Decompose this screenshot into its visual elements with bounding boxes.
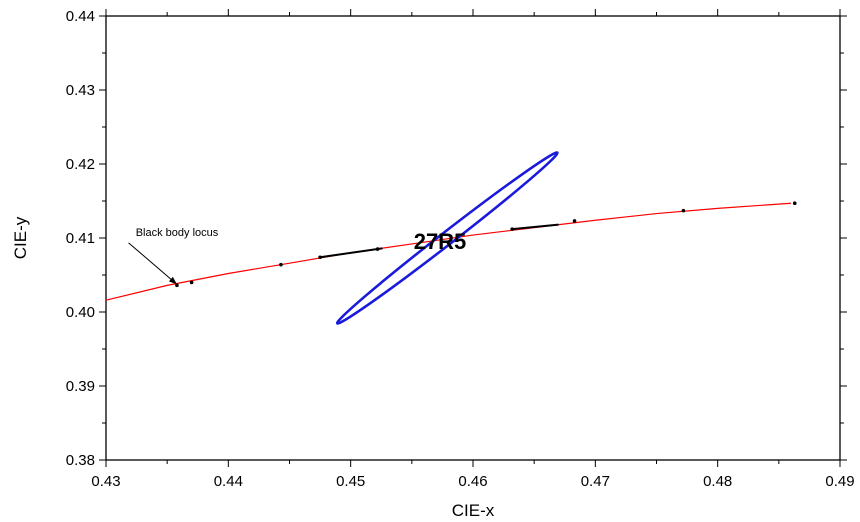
x-axis-label: CIE-x (452, 501, 495, 520)
chromaticity-ellipse (335, 151, 559, 325)
locus-marker (792, 201, 797, 206)
annotation-arrow (128, 242, 178, 285)
locus-marker (510, 227, 514, 231)
y-tick-label: 0.39 (66, 378, 95, 395)
ellipse-label: 27R5 (414, 229, 467, 254)
x-tick-label: 0.44 (214, 473, 243, 490)
x-tick-label: 0.43 (91, 473, 120, 490)
annotation-arrowhead (168, 276, 177, 285)
x-tick-label: 0.45 (336, 473, 365, 490)
locus-marker (279, 262, 283, 267)
isotherm-segment (319, 247, 383, 259)
plot-layer (105, 151, 797, 325)
locus-marker (572, 219, 577, 223)
ticks (99, 9, 847, 467)
x-tick-label: 0.46 (458, 473, 487, 490)
tick-labels: 0.43 0.44 0.45 0.46 0.47 0.48 0.49 0.38 0.39 0.40… (66, 8, 855, 490)
y-tick-label: 0.44 (66, 8, 95, 25)
black-body-locus-line (105, 202, 792, 301)
y-tick-label: 0.42 (66, 156, 95, 173)
x-tick-label: 0.47 (581, 473, 610, 490)
y-tick-label: 0.40 (66, 304, 95, 321)
locus-marker (189, 280, 194, 285)
locus-marker (681, 208, 686, 213)
locus-marker (375, 247, 380, 251)
locus-marker (318, 255, 322, 260)
x-tick-label: 0.49 (825, 473, 854, 490)
isotherm-segment (512, 223, 559, 231)
annotation-black-body-locus: Black body locus (136, 227, 219, 239)
locus-marker (175, 283, 179, 288)
x-tick-label: 0.48 (703, 473, 732, 490)
y-tick-label: 0.41 (66, 230, 95, 247)
y-tick-label: 0.43 (66, 82, 95, 99)
y-axis-label: CIE-y (11, 216, 30, 259)
y-tick-label: 0.38 (66, 452, 95, 469)
